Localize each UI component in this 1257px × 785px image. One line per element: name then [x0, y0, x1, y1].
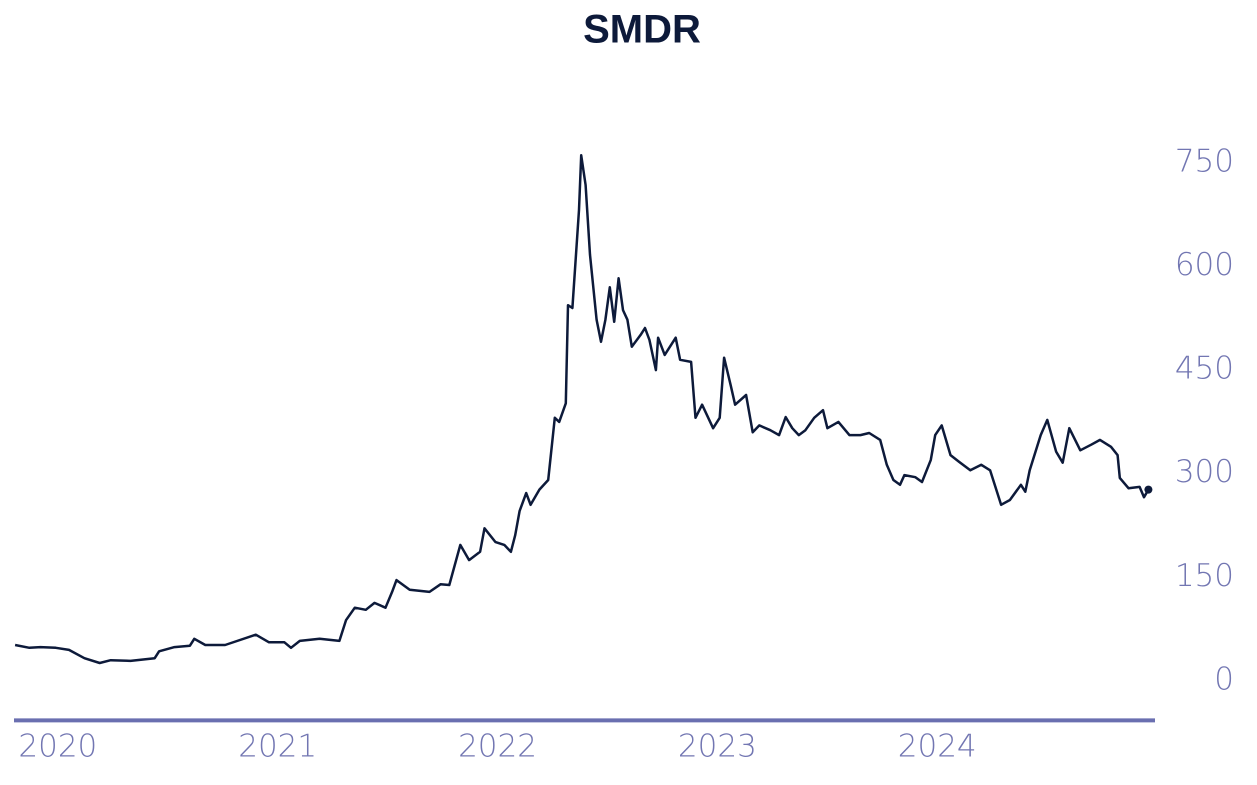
y-tick-label: 0 — [1214, 661, 1234, 697]
y-tick-label: 300 — [1175, 454, 1234, 490]
x-tick-label: 2022 — [458, 729, 537, 765]
x-tick-label: 2024 — [898, 729, 977, 765]
chart-title: SMDR — [583, 8, 701, 52]
y-tick-label: 150 — [1175, 558, 1234, 594]
x-tick-label: 2021 — [238, 729, 317, 765]
y-tick-label: 600 — [1175, 247, 1234, 283]
end-dot — [1144, 485, 1153, 494]
y-tick-label: 750 — [1175, 143, 1234, 179]
x-tick-label: 2020 — [18, 729, 97, 765]
x-tick-label: 2023 — [678, 729, 757, 765]
price-line — [14, 154, 1150, 665]
y-tick-label: 450 — [1175, 351, 1234, 387]
